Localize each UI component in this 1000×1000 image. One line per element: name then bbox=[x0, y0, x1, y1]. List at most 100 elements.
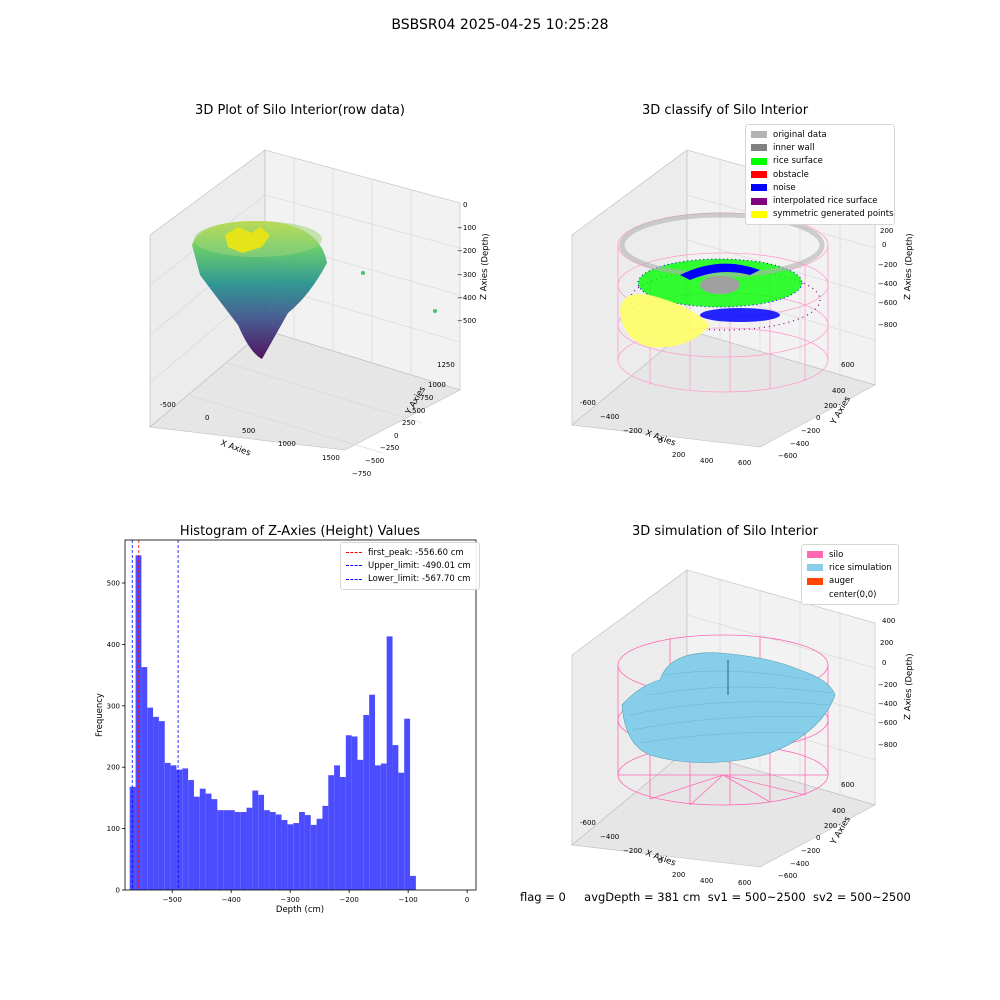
svg-text:−300: −300 bbox=[457, 271, 476, 279]
legend-line bbox=[346, 565, 362, 567]
svg-text:−800: −800 bbox=[878, 321, 897, 329]
histogram-bar bbox=[188, 780, 194, 890]
legend-item-auger: auger bbox=[807, 575, 893, 588]
legend-item-lower-limit: Lower_limit: -567.70 cm bbox=[346, 573, 474, 586]
legend-item-inner-wall: inner wall bbox=[751, 141, 889, 154]
histogram-bar bbox=[269, 812, 276, 890]
svg-text:−600: −600 bbox=[778, 872, 797, 880]
legend-item-rice-simulation: rice simulation bbox=[807, 561, 893, 574]
svg-text:−500: −500 bbox=[457, 317, 476, 325]
flag-text: flag = 0 bbox=[520, 890, 566, 904]
figure-title: BSBSR04 2025-04-25 10:25:28 bbox=[391, 17, 609, 33]
histogram-legend: first_peak: -556.60 cm Upper_limit: -490… bbox=[340, 542, 480, 590]
svg-text:−600: −600 bbox=[778, 452, 797, 460]
svg-text:−200: −200 bbox=[801, 847, 820, 855]
svg-text:500: 500 bbox=[242, 427, 255, 435]
svg-text:750: 750 bbox=[420, 394, 433, 402]
histogram-bar bbox=[392, 745, 399, 890]
legend-item-first-peak: first_peak: -556.60 cm bbox=[346, 546, 474, 559]
svg-text:1000: 1000 bbox=[428, 381, 446, 389]
svg-text:−250: −250 bbox=[380, 444, 399, 452]
histogram-bar bbox=[310, 824, 317, 890]
y-tick-label: 100 bbox=[107, 825, 120, 833]
histogram-chart: −500 −400 −300 −200 −100 0 0 100 200 300 400 500 D… bbox=[95, 539, 477, 915]
svg-text:600: 600 bbox=[738, 879, 751, 885]
legend-swatch bbox=[807, 564, 823, 572]
panel4-3d-plot: -600 −400 −200 0 200 400 600 400 200 0 −200 −400… bbox=[571, 569, 915, 885]
svg-text:500: 500 bbox=[412, 407, 425, 415]
svg-text:−200: −200 bbox=[878, 261, 897, 269]
histogram-bar bbox=[211, 799, 218, 890]
histogram-bar bbox=[386, 636, 393, 890]
legend-item-center: center(0,0) bbox=[807, 588, 893, 601]
svg-text:−100: −100 bbox=[457, 224, 476, 232]
sv1-text: sv1 = 500~2500 bbox=[707, 890, 806, 904]
panel2-legend: original data inner wall rice surface ob… bbox=[745, 124, 895, 226]
histogram-bar bbox=[170, 765, 177, 890]
svg-text:400: 400 bbox=[700, 457, 713, 465]
histogram-y-label: Frequency bbox=[95, 693, 105, 737]
histogram-bar bbox=[153, 716, 159, 890]
svg-text:250: 250 bbox=[402, 419, 415, 427]
histogram-bar bbox=[375, 765, 381, 890]
svg-text:0: 0 bbox=[463, 201, 467, 209]
svg-text:600: 600 bbox=[841, 361, 854, 369]
panel4-legend: silo rice simulation auger center(0,0) bbox=[801, 544, 899, 606]
svg-text:200: 200 bbox=[880, 639, 893, 647]
histogram-bar bbox=[287, 824, 294, 890]
svg-text:-500: -500 bbox=[160, 401, 176, 409]
panel1-3d-plot: -500 0 500 1000 1500 0 −100 −200 −300 −400 −500… bbox=[149, 149, 491, 478]
svg-text:200: 200 bbox=[824, 402, 837, 410]
histogram-bar bbox=[404, 718, 411, 890]
avg-depth-text: avgDepth = 381 cm bbox=[584, 890, 701, 904]
legend-swatch bbox=[751, 171, 767, 179]
legend-item-upper-limit: Upper_limit: -490.01 cm bbox=[346, 559, 474, 572]
panel4-z-label: Z Axies (Depth) bbox=[903, 653, 915, 720]
legend-swatch bbox=[751, 210, 767, 218]
panel4-title: 3D simulation of Silo Interior bbox=[632, 524, 818, 539]
panel2-z-label: Z Axies (Depth) bbox=[903, 233, 915, 300]
histogram-bar bbox=[217, 810, 224, 890]
svg-text:400: 400 bbox=[700, 877, 713, 885]
svg-text:−600: −600 bbox=[878, 299, 897, 307]
svg-text:400: 400 bbox=[832, 807, 845, 815]
x-tick-label: 0 bbox=[465, 896, 469, 904]
histogram-bar bbox=[182, 768, 189, 890]
histogram-bar bbox=[316, 818, 323, 890]
histogram-x-ticks: −500 −400 −300 −200 −100 0 bbox=[163, 890, 469, 904]
histogram-bar bbox=[293, 823, 300, 890]
svg-text:−800: −800 bbox=[878, 741, 897, 749]
panel1-title: 3D Plot of Silo Interior(row data) bbox=[195, 103, 405, 118]
histogram-bar bbox=[357, 759, 364, 890]
svg-text:200: 200 bbox=[824, 822, 837, 830]
histogram-bars bbox=[129, 555, 416, 890]
legend-item-obstacle: obstacle bbox=[751, 168, 889, 181]
histogram-bar bbox=[229, 810, 235, 890]
svg-text:−200: −200 bbox=[457, 247, 476, 255]
histogram-vlines bbox=[131, 540, 179, 890]
histogram-bar bbox=[369, 694, 376, 890]
legend-line bbox=[346, 552, 362, 554]
svg-text:1500: 1500 bbox=[322, 454, 340, 462]
svg-text:400: 400 bbox=[832, 387, 845, 395]
histogram-bar bbox=[328, 775, 335, 890]
svg-text:0: 0 bbox=[882, 659, 886, 667]
histogram-bar bbox=[410, 875, 416, 890]
x-tick-label: −200 bbox=[340, 896, 359, 904]
histogram-bar bbox=[158, 721, 165, 890]
svg-text:−750: −750 bbox=[352, 470, 371, 478]
svg-text:200: 200 bbox=[672, 871, 685, 879]
histogram-bar bbox=[176, 769, 183, 890]
svg-text:600: 600 bbox=[841, 781, 854, 789]
histogram-bar bbox=[141, 667, 148, 890]
svg-text:−500: −500 bbox=[365, 457, 384, 465]
histogram-bar bbox=[264, 810, 270, 890]
histogram-bar bbox=[304, 815, 311, 890]
histogram-bar bbox=[380, 763, 387, 890]
histogram-bar bbox=[193, 796, 200, 890]
y-tick-label: 200 bbox=[107, 764, 120, 772]
sv2-text: sv2 = 500~2500 bbox=[812, 890, 911, 904]
svg-text:200: 200 bbox=[880, 227, 893, 235]
legend-item-silo: silo bbox=[807, 548, 893, 561]
svg-text:−400: −400 bbox=[790, 440, 809, 448]
